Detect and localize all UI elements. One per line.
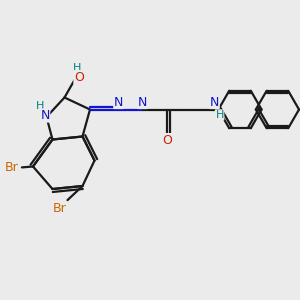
- Text: N: N: [40, 109, 50, 122]
- Text: H: H: [73, 63, 81, 73]
- Text: N: N: [138, 95, 147, 109]
- Text: N: N: [114, 95, 123, 109]
- Text: H: H: [215, 110, 224, 120]
- Text: Br: Br: [53, 202, 67, 215]
- Text: Br: Br: [4, 161, 18, 174]
- Text: O: O: [162, 134, 172, 147]
- Text: N: N: [210, 95, 219, 109]
- Text: H: H: [36, 100, 44, 111]
- Text: O: O: [74, 70, 84, 84]
